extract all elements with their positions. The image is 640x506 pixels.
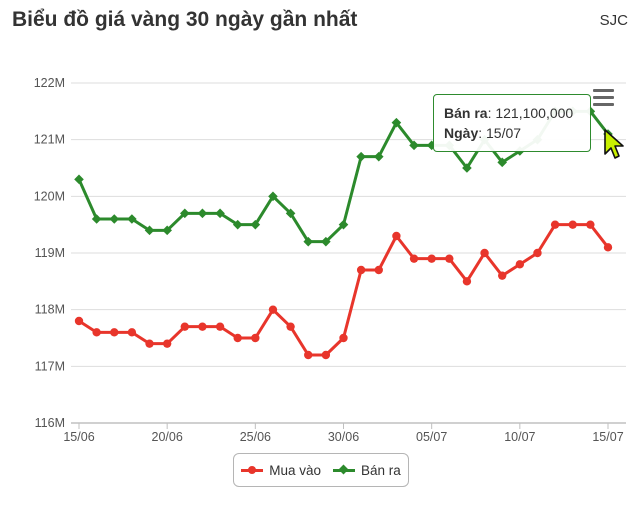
- data-point: [568, 220, 577, 229]
- data-point: [497, 157, 507, 168]
- data-point: [304, 350, 313, 360]
- data-point: [427, 254, 436, 263]
- y-tick-label: 122M: [34, 76, 65, 90]
- source-label: SJC: [599, 12, 628, 29]
- data-point: [480, 248, 489, 258]
- data-point: [109, 214, 120, 224]
- data-point: [251, 333, 260, 343]
- y-tick-label: 118M: [35, 303, 65, 317]
- data-point: [303, 236, 314, 247]
- data-point: [180, 208, 190, 219]
- tooltip-price-value: : 121,100,000: [487, 105, 574, 121]
- legend-label-buy: Mua vào: [269, 462, 321, 478]
- data-point: [321, 236, 331, 247]
- mouse-cursor: [604, 129, 624, 159]
- x-tick-label: 30/06: [328, 430, 359, 444]
- data-point: [268, 191, 278, 202]
- series-mua-vao: [74, 220, 613, 360]
- data-point: [232, 219, 243, 230]
- data-point: [462, 163, 472, 173]
- data-point: [110, 328, 119, 337]
- y-tick-label: 120M: [34, 189, 65, 203]
- data-point: [339, 333, 348, 343]
- data-point: [391, 117, 402, 128]
- x-axis: [71, 422, 626, 429]
- data-point: [215, 208, 225, 219]
- tooltip-line-price: Bán ra: 121,100,000: [444, 103, 580, 123]
- chart-menu-icon[interactable]: [593, 89, 614, 106]
- data-point: [338, 219, 349, 230]
- data-point: [462, 277, 472, 286]
- data-point: [198, 322, 207, 331]
- data-point: [392, 231, 401, 241]
- data-point: [145, 339, 154, 348]
- data-point: [515, 260, 525, 269]
- data-point: [162, 225, 172, 236]
- data-point: [374, 265, 383, 275]
- legend: Mua vào Bán ra: [233, 453, 409, 487]
- data-point: [586, 220, 595, 229]
- data-point: [92, 328, 101, 337]
- data-point: [533, 248, 542, 258]
- data-point: [445, 254, 454, 263]
- data-point: [268, 305, 278, 314]
- x-axis-labels: 15/06 20/06 25/06 30/06 05/07 10/07 15/07: [63, 430, 623, 444]
- data-point: [409, 254, 419, 263]
- y-tick-label: 117M: [35, 359, 65, 373]
- data-point: [356, 151, 366, 162]
- tooltip-price-label: Bán ra: [444, 105, 488, 121]
- x-tick-label: 05/07: [416, 430, 447, 444]
- x-tick-label: 15/06: [63, 430, 94, 444]
- data-point: [409, 140, 419, 151]
- data-point: [197, 208, 208, 219]
- y-tick-label: 119M: [35, 246, 65, 260]
- data-point: [180, 322, 189, 331]
- tooltip: Bán ra: 121,100,000 Ngày: 15/07: [433, 94, 591, 152]
- data-point: [127, 328, 137, 337]
- y-axis-labels: 116M 117M 118M 119M 120M 121M 122M: [34, 76, 65, 430]
- data-point: [356, 265, 366, 275]
- legend-item-sell[interactable]: Bán ra: [333, 463, 401, 478]
- legend-diamond-marker-icon: [333, 464, 355, 476]
- data-point: [74, 174, 84, 185]
- data-point: [233, 333, 242, 343]
- data-point: [603, 243, 613, 252]
- data-point: [498, 271, 507, 280]
- data-point: [321, 350, 331, 360]
- cursor-arrow-icon: [604, 129, 624, 159]
- chart-title: Biểu đồ giá vàng 30 ngày gần nhất: [12, 8, 358, 31]
- x-tick-label: 20/06: [152, 430, 183, 444]
- cursor-shape: [604, 129, 624, 159]
- data-point: [144, 225, 155, 236]
- tooltip-date-value: : 15/07: [478, 125, 522, 141]
- data-point: [426, 140, 437, 151]
- data-point: [91, 214, 102, 224]
- tooltip-date-label: Ngày: [444, 125, 479, 141]
- x-tick-label: 25/06: [240, 430, 271, 444]
- data-point: [373, 151, 384, 162]
- data-point: [215, 322, 225, 331]
- y-tick-label: 121M: [34, 133, 65, 147]
- y-tick-label: 116M: [35, 416, 65, 430]
- legend-label-sell: Bán ra: [361, 462, 401, 478]
- x-tick-label: 10/07: [504, 430, 535, 444]
- data-point: [286, 322, 295, 331]
- data-point: [162, 339, 172, 348]
- legend-item-buy[interactable]: Mua vào: [241, 463, 321, 478]
- tooltip-line-date: Ngày: 15/07: [444, 123, 580, 143]
- data-point: [250, 219, 261, 230]
- data-point: [74, 316, 84, 326]
- data-point: [550, 220, 560, 229]
- legend-circle-marker-icon: [241, 464, 264, 476]
- data-point: [285, 208, 296, 219]
- x-tick-label: 15/07: [592, 430, 623, 444]
- data-point: [127, 214, 137, 224]
